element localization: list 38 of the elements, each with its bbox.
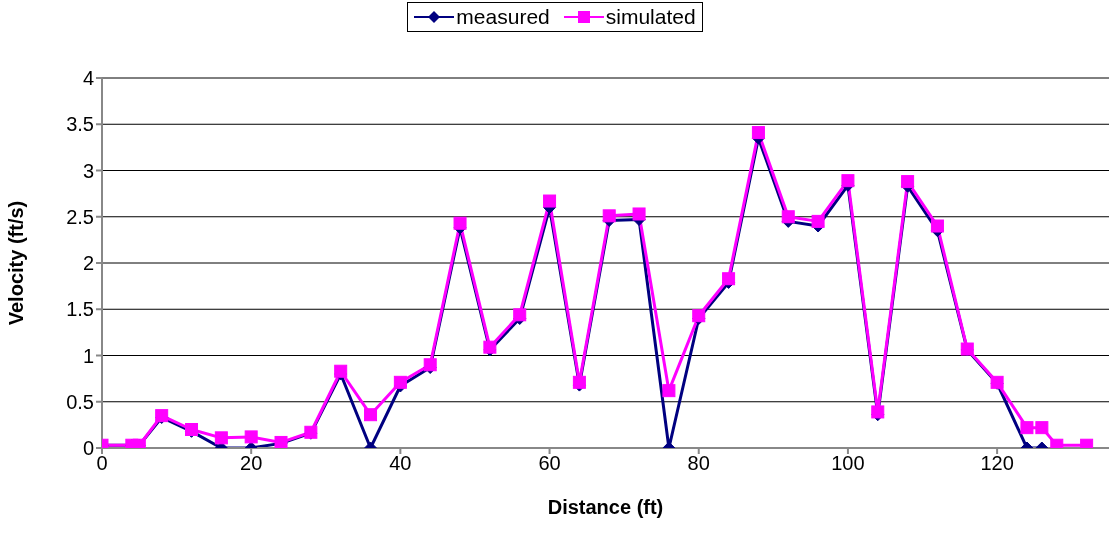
x-tick-label: 120: [980, 452, 1014, 475]
point: [632, 207, 646, 221]
point: [930, 219, 944, 233]
point: [901, 175, 915, 189]
x-tick-label: 20: [240, 452, 263, 475]
x-tick-label: 80: [687, 452, 710, 475]
y-tick-label: 1: [82, 344, 94, 367]
x-tick-label: 0: [96, 452, 108, 475]
y-tick-label: 2: [82, 252, 94, 275]
point: [513, 308, 527, 322]
point: [364, 408, 378, 422]
point: [602, 209, 616, 223]
point: [841, 174, 855, 188]
point: [1020, 421, 1034, 435]
x-tick-label: 40: [389, 452, 412, 475]
point: [1035, 421, 1049, 435]
y-axis-title: Velocity (ft/s): [5, 200, 28, 326]
x-tick-label: 60: [538, 452, 561, 475]
y-tick-label: 3.5: [66, 113, 94, 136]
legend-label: simulated: [605, 5, 696, 29]
y-tick-label: 0.5: [66, 390, 94, 413]
y-tick-label: 1.5: [66, 298, 94, 321]
y-tick-label: 2.5: [66, 205, 94, 228]
point: [781, 210, 795, 224]
x-tick-label: 100: [831, 452, 865, 475]
x-axis-title: Distance (ft): [547, 496, 664, 518]
point: [214, 431, 228, 445]
point: [453, 216, 467, 230]
y-tick-label: 0: [82, 437, 94, 460]
point: [244, 430, 258, 444]
legend-label: measured: [456, 5, 550, 29]
point: [393, 375, 407, 389]
y-tick-label: 4: [82, 67, 94, 90]
y-tick-label: 3: [82, 159, 94, 182]
point: [543, 194, 557, 208]
point: [811, 214, 825, 228]
point: [662, 384, 676, 398]
point: [751, 126, 765, 140]
